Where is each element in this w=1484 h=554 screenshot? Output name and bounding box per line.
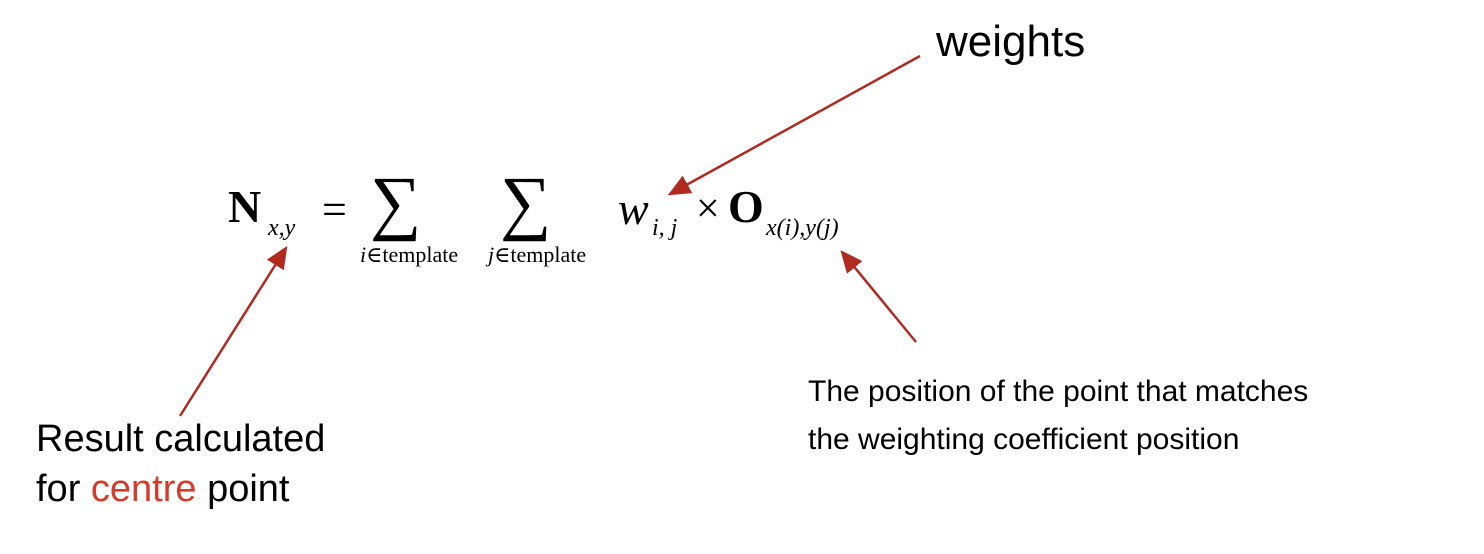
formula-sum-j-subscript: j∈template <box>488 244 586 266</box>
arrow-to-centre-result <box>178 245 288 417</box>
formula-O-subscript: x(i),y(j) <box>766 215 839 241</box>
sum-i-range: ∈template <box>366 242 459 267</box>
result-label-line1: Result calculated <box>36 418 326 460</box>
formula-w-subscript: i, j <box>652 215 678 241</box>
formula-w: w <box>618 183 649 234</box>
sum-i-var: i <box>360 242 367 267</box>
result-label-line2: for centre point <box>36 464 325 514</box>
formula-sum-i: ∑ <box>370 162 422 242</box>
centre-highlight: centre <box>90 468 197 510</box>
arrow-to-position <box>840 250 917 343</box>
result-for-text: for <box>36 468 91 510</box>
formula-O: O <box>728 181 764 232</box>
arrow-to-weights <box>667 54 921 196</box>
position-label: The position of the point that matches t… <box>808 368 1308 464</box>
position-label-line1: The position of the point that matches <box>808 375 1309 408</box>
formula-equals: = <box>322 185 347 234</box>
formula-times: × <box>696 186 720 232</box>
formula-N-subscript: x,y <box>268 215 296 241</box>
weights-label: weights <box>936 17 1086 66</box>
position-label-line2: the weighting coefficient position <box>808 423 1240 456</box>
result-label: Result calculated for centre point <box>36 414 325 514</box>
formula-sum-i-subscript: i∈template <box>360 244 458 266</box>
formula-sum-j: ∑ <box>500 162 552 242</box>
formula-N: N <box>228 181 262 232</box>
sum-j-range: ∈template <box>494 242 587 267</box>
result-point-text: point <box>196 468 290 510</box>
sum-j-var: j <box>488 242 495 267</box>
